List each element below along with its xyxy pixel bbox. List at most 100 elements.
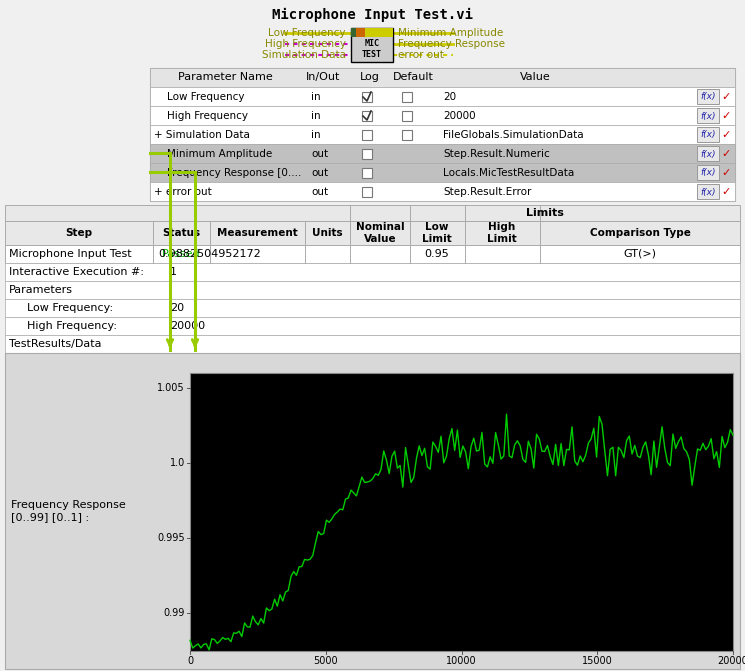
- Text: out: out: [311, 149, 328, 159]
- Text: in: in: [311, 111, 320, 121]
- Bar: [402, 130, 412, 140]
- Text: Low Frequency: Low Frequency: [268, 28, 346, 38]
- Bar: [150, 182, 735, 201]
- Bar: [150, 144, 735, 163]
- Text: MIC
TEST: MIC TEST: [362, 40, 382, 58]
- Text: GT(>): GT(>): [624, 249, 656, 259]
- Text: Frequency Response: Frequency Response: [398, 39, 505, 49]
- Text: Measurement: Measurement: [217, 228, 297, 238]
- Bar: [362, 187, 372, 197]
- Text: 5000: 5000: [314, 656, 338, 666]
- Text: f(x): f(x): [700, 111, 716, 121]
- Bar: [402, 92, 412, 102]
- Text: Low Frequency: Low Frequency: [154, 92, 244, 102]
- Bar: [5, 299, 740, 317]
- Text: ✓: ✓: [721, 168, 731, 178]
- Text: 1.005: 1.005: [157, 383, 185, 393]
- Bar: [5, 335, 740, 353]
- Text: Low Frequency:: Low Frequency:: [27, 303, 113, 313]
- Text: 20000: 20000: [717, 656, 745, 666]
- Text: 20000: 20000: [170, 321, 205, 331]
- Text: 0: 0: [187, 656, 193, 666]
- Text: Microphone Input Test.vi: Microphone Input Test.vi: [271, 8, 472, 22]
- Bar: [150, 68, 735, 87]
- Text: 10000: 10000: [446, 656, 477, 666]
- Bar: [5, 353, 740, 669]
- Text: ✓: ✓: [721, 187, 731, 197]
- Bar: [351, 28, 356, 37]
- Bar: [362, 111, 372, 121]
- Text: Locals.MicTestResultData: Locals.MicTestResultData: [443, 168, 574, 178]
- Text: error out: error out: [398, 50, 444, 60]
- Text: in: in: [311, 130, 320, 140]
- Text: Minimum Amplitude: Minimum Amplitude: [154, 149, 272, 159]
- Text: Frequency Response [0....: Frequency Response [0....: [154, 168, 302, 178]
- Text: 0.995: 0.995: [157, 533, 185, 544]
- Text: Comparison Type: Comparison Type: [589, 228, 691, 238]
- Bar: [5, 263, 740, 281]
- Text: ✓: ✓: [721, 111, 731, 121]
- Text: f(x): f(x): [700, 168, 716, 178]
- Bar: [150, 125, 735, 144]
- Text: + Simulation Data: + Simulation Data: [154, 130, 250, 140]
- Bar: [5, 281, 740, 299]
- Text: Limits: Limits: [526, 208, 564, 218]
- Text: Units: Units: [311, 228, 342, 238]
- Text: Parameters: Parameters: [9, 285, 73, 295]
- Text: out: out: [311, 187, 328, 197]
- Text: In/Out: In/Out: [305, 72, 340, 82]
- Bar: [697, 127, 719, 142]
- Text: ✓: ✓: [721, 130, 731, 140]
- Text: f(x): f(x): [700, 130, 716, 140]
- Text: Step.Result.Numeric: Step.Result.Numeric: [443, 149, 550, 159]
- Text: f(x): f(x): [700, 93, 716, 101]
- Bar: [150, 68, 735, 201]
- Text: Log: Log: [360, 72, 380, 82]
- Bar: [351, 28, 393, 62]
- Bar: [697, 108, 719, 123]
- Text: Value: Value: [519, 72, 551, 82]
- Bar: [362, 149, 372, 159]
- Text: 20: 20: [170, 303, 184, 313]
- Text: 0.95: 0.95: [425, 249, 449, 259]
- Bar: [150, 163, 735, 182]
- Text: 0.9882504952172: 0.9882504952172: [158, 249, 261, 259]
- Bar: [697, 184, 719, 199]
- Bar: [5, 205, 740, 221]
- Text: Low
Limit: Low Limit: [422, 222, 452, 244]
- Bar: [697, 89, 719, 104]
- Text: High Frequency:: High Frequency:: [27, 321, 117, 331]
- Text: 20: 20: [443, 92, 456, 102]
- Text: Status: Status: [162, 228, 200, 238]
- Text: ✓: ✓: [721, 92, 731, 102]
- Bar: [402, 111, 412, 121]
- Text: 15000: 15000: [582, 656, 612, 666]
- Text: ✓: ✓: [721, 149, 731, 159]
- Text: Default: Default: [393, 72, 434, 82]
- Text: Simulation Data: Simulation Data: [262, 50, 346, 60]
- Text: f(x): f(x): [700, 150, 716, 158]
- Bar: [5, 221, 740, 245]
- Text: 1: 1: [170, 267, 177, 277]
- Bar: [697, 165, 719, 180]
- Text: Nominal
Value: Nominal Value: [355, 222, 405, 244]
- Text: in: in: [311, 92, 320, 102]
- Text: Minimum Amplitude: Minimum Amplitude: [398, 28, 504, 38]
- Text: High
Limit: High Limit: [487, 222, 517, 244]
- Bar: [190, 373, 733, 651]
- Bar: [351, 28, 393, 37]
- Text: 20000: 20000: [443, 111, 475, 121]
- Text: TestResults/Data: TestResults/Data: [9, 339, 101, 349]
- Bar: [150, 87, 735, 106]
- Text: Frequency Response
[0..99] [0..1] :: Frequency Response [0..99] [0..1] :: [11, 500, 126, 522]
- Bar: [351, 28, 365, 37]
- Text: f(x): f(x): [700, 187, 716, 197]
- Bar: [150, 106, 735, 125]
- Text: High Frequency: High Frequency: [265, 39, 346, 49]
- Text: 1.0: 1.0: [170, 458, 185, 468]
- Bar: [362, 168, 372, 178]
- Text: Step.Result.Error: Step.Result.Error: [443, 187, 531, 197]
- Text: Interactive Execution #:: Interactive Execution #:: [9, 267, 144, 277]
- Text: High Frequency: High Frequency: [154, 111, 248, 121]
- Bar: [697, 146, 719, 161]
